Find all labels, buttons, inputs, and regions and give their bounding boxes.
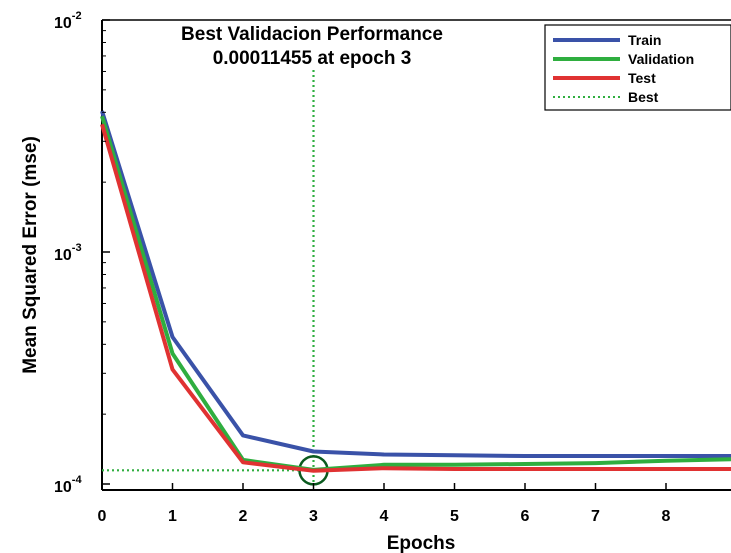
chart-title: Best Validacion Performance xyxy=(181,24,443,45)
x-tick-label: 6 xyxy=(521,508,530,525)
x-tick-label: 1 xyxy=(168,508,177,525)
chart-titles: Best Validacion Performance 0.00011455 a… xyxy=(20,24,455,553)
legend-label-best: Best xyxy=(628,89,659,105)
series-line-train xyxy=(100,110,731,458)
x-tick-label: 8 xyxy=(662,508,671,525)
legend-label-train: Train xyxy=(628,32,661,48)
y-tick-label: 10-2 xyxy=(54,10,82,32)
y-tick-label: 10-4 xyxy=(54,474,82,496)
y-ticks: 10-2 10-3 10-4 xyxy=(54,10,110,496)
series-line-validation xyxy=(100,115,731,472)
x-ticks: 0123456789 xyxy=(98,483,671,525)
series-lines xyxy=(100,110,731,473)
chart-subtitle: 0.00011455 at epoch 3 xyxy=(213,48,412,69)
legend-label-validation: Validation xyxy=(628,51,694,67)
y-axis-label: Mean Squared Error (mse) xyxy=(20,136,41,374)
x-tick-label: 2 xyxy=(239,508,248,525)
x-tick-label: 4 xyxy=(380,508,389,525)
x-axis-label: Epochs xyxy=(387,533,456,553)
x-tick-label: 0 xyxy=(98,508,107,525)
y-tick-label: 10-3 xyxy=(54,242,82,264)
x-tick-label: 3 xyxy=(309,508,318,525)
x-tick-label: 7 xyxy=(591,508,600,525)
x-tick-label: 5 xyxy=(450,508,459,525)
legend: Train Validation Test Best xyxy=(544,24,731,111)
series-line-test xyxy=(100,123,731,473)
legend-label-test: Test xyxy=(628,70,656,86)
